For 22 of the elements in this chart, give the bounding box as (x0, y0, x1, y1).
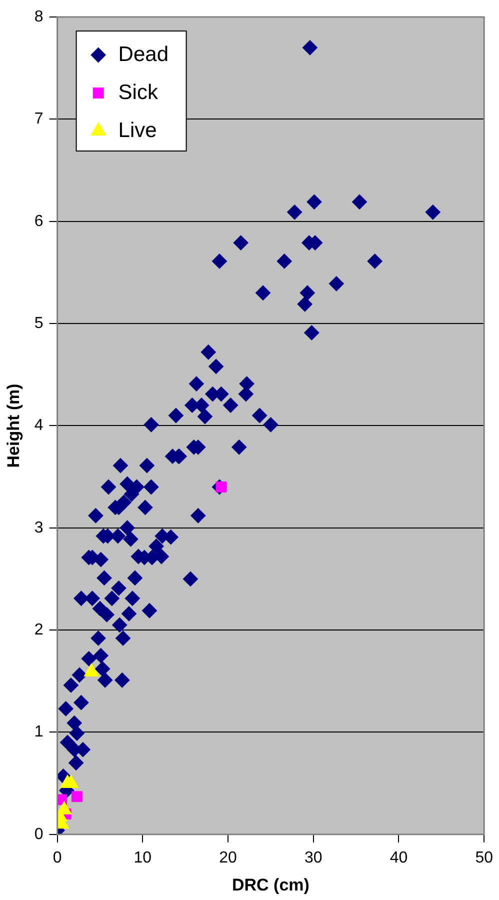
legend-label: Dead (118, 42, 168, 66)
x-tick-label: 50 (475, 849, 494, 866)
legend-label: Live (118, 118, 157, 142)
y-tick-label: 3 (34, 519, 44, 536)
y-tick-label: 8 (34, 8, 44, 26)
y-tick-label: 6 (34, 212, 44, 230)
y-tick-label: 1 (34, 724, 44, 741)
x-axis-title: DRC (cm) (232, 875, 310, 894)
x-tick-label: 10 (134, 849, 152, 866)
y-tick-label: 5 (34, 314, 44, 332)
x-tick-label: 40 (390, 849, 408, 866)
legend-label: Sick (118, 80, 158, 104)
x-tick-label: 30 (304, 849, 322, 866)
y-tick-label: 7 (34, 110, 44, 128)
y-tick-label: 2 (34, 621, 44, 638)
y-tick-label: 4 (34, 417, 44, 434)
x-tick-label: 20 (219, 849, 238, 866)
point (60, 774, 75, 788)
point (84, 663, 99, 676)
x-tick-label: 0 (52, 849, 62, 866)
y-axis-title: Height (m) (4, 384, 23, 468)
y-tick-label: 0 (34, 826, 44, 843)
